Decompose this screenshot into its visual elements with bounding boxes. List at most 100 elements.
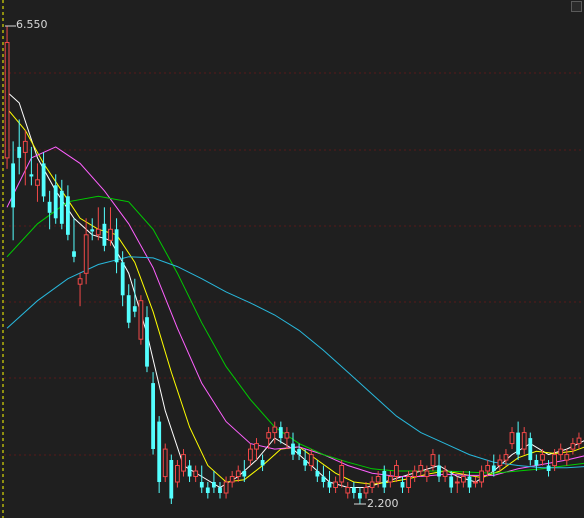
candle-body-up bbox=[266, 432, 272, 439]
candle-body-down bbox=[59, 190, 64, 224]
candle bbox=[108, 207, 113, 246]
candle-body-down bbox=[382, 471, 387, 488]
candle-body-up bbox=[333, 481, 339, 488]
candle-body-up bbox=[552, 454, 558, 467]
candle bbox=[558, 443, 564, 461]
candle-body-down bbox=[400, 482, 405, 488]
candle-body-down bbox=[102, 223, 107, 246]
candle-body-up bbox=[162, 448, 168, 478]
candle-body-down bbox=[114, 229, 119, 263]
candle-body-down bbox=[491, 465, 496, 471]
candle bbox=[223, 476, 229, 499]
candle bbox=[491, 454, 496, 477]
candle bbox=[102, 207, 107, 252]
candle-body-up bbox=[479, 470, 485, 483]
candle bbox=[53, 174, 58, 224]
candle bbox=[327, 471, 332, 494]
candle-body-up bbox=[388, 476, 393, 483]
candle bbox=[424, 465, 430, 483]
candle-body-down bbox=[327, 482, 332, 488]
candle bbox=[552, 449, 558, 472]
candle bbox=[497, 454, 503, 472]
candle bbox=[59, 179, 64, 230]
candle bbox=[181, 449, 186, 477]
candle-body-down bbox=[212, 482, 216, 488]
candle-body-down bbox=[352, 487, 356, 493]
candle-body-up bbox=[394, 465, 399, 477]
candle-body-down bbox=[303, 460, 308, 466]
candle bbox=[503, 449, 509, 466]
candle-body-down bbox=[126, 295, 131, 323]
candle-body-up bbox=[235, 470, 241, 477]
candle bbox=[229, 471, 235, 488]
candle-body-up bbox=[193, 470, 199, 477]
candle bbox=[437, 454, 441, 483]
candle-body-up bbox=[95, 228, 101, 236]
candle-body-down bbox=[467, 476, 472, 488]
candle-body-up bbox=[229, 476, 235, 483]
candle-body-up bbox=[473, 481, 478, 484]
candle-body-down bbox=[145, 317, 149, 367]
candle-body-up bbox=[77, 278, 83, 285]
candle bbox=[212, 471, 216, 494]
candle bbox=[151, 372, 155, 455]
candle bbox=[449, 471, 454, 494]
candle bbox=[400, 476, 405, 494]
candle-body-down bbox=[53, 185, 58, 219]
candle-body-down bbox=[151, 383, 155, 449]
candle bbox=[461, 471, 466, 488]
candle-body-down bbox=[260, 460, 265, 466]
candle bbox=[120, 251, 125, 307]
candle-body-up bbox=[272, 426, 278, 434]
ma60-line bbox=[6, 256, 584, 469]
candle-body-up bbox=[454, 481, 460, 484]
candle bbox=[187, 460, 192, 483]
candle-body-up bbox=[223, 481, 229, 494]
candle bbox=[35, 163, 40, 202]
candle bbox=[162, 443, 168, 483]
candle-body-down bbox=[546, 465, 551, 471]
candle bbox=[175, 460, 180, 488]
candle bbox=[352, 482, 356, 499]
candle bbox=[375, 471, 381, 488]
candle-body-up bbox=[363, 487, 369, 494]
restore-button[interactable] bbox=[571, 1, 582, 12]
candle bbox=[454, 476, 460, 494]
candle bbox=[321, 465, 326, 488]
moving-average-lines bbox=[6, 91, 584, 489]
candle bbox=[521, 427, 527, 455]
candle bbox=[394, 460, 399, 483]
candle bbox=[22, 130, 28, 186]
candle-body-up bbox=[108, 228, 113, 241]
candle bbox=[248, 443, 253, 466]
candle-body-up bbox=[4, 42, 10, 159]
candle-body-up bbox=[339, 465, 345, 483]
candle bbox=[516, 421, 520, 461]
candle bbox=[388, 471, 393, 488]
candle bbox=[382, 465, 387, 494]
candle bbox=[254, 438, 259, 461]
candle-body-up bbox=[345, 487, 351, 494]
candle bbox=[369, 476, 375, 494]
candle bbox=[169, 454, 174, 504]
candle bbox=[308, 449, 314, 472]
candle-body-down bbox=[534, 460, 539, 466]
candle bbox=[260, 454, 265, 472]
candle bbox=[358, 487, 362, 504]
candle bbox=[157, 416, 162, 494]
candle-body-down bbox=[11, 163, 15, 208]
candle bbox=[303, 449, 308, 472]
candle bbox=[47, 190, 52, 230]
candle-body-down bbox=[437, 465, 441, 477]
min-price-label: 2.200 bbox=[367, 497, 399, 510]
candle bbox=[11, 141, 15, 241]
candle-body-down bbox=[278, 427, 283, 439]
candle-body-down bbox=[120, 262, 125, 296]
candle-body-down bbox=[528, 438, 533, 461]
candle bbox=[412, 465, 418, 483]
candle bbox=[138, 295, 144, 345]
candle-body-down bbox=[47, 201, 52, 213]
candle bbox=[509, 427, 515, 450]
